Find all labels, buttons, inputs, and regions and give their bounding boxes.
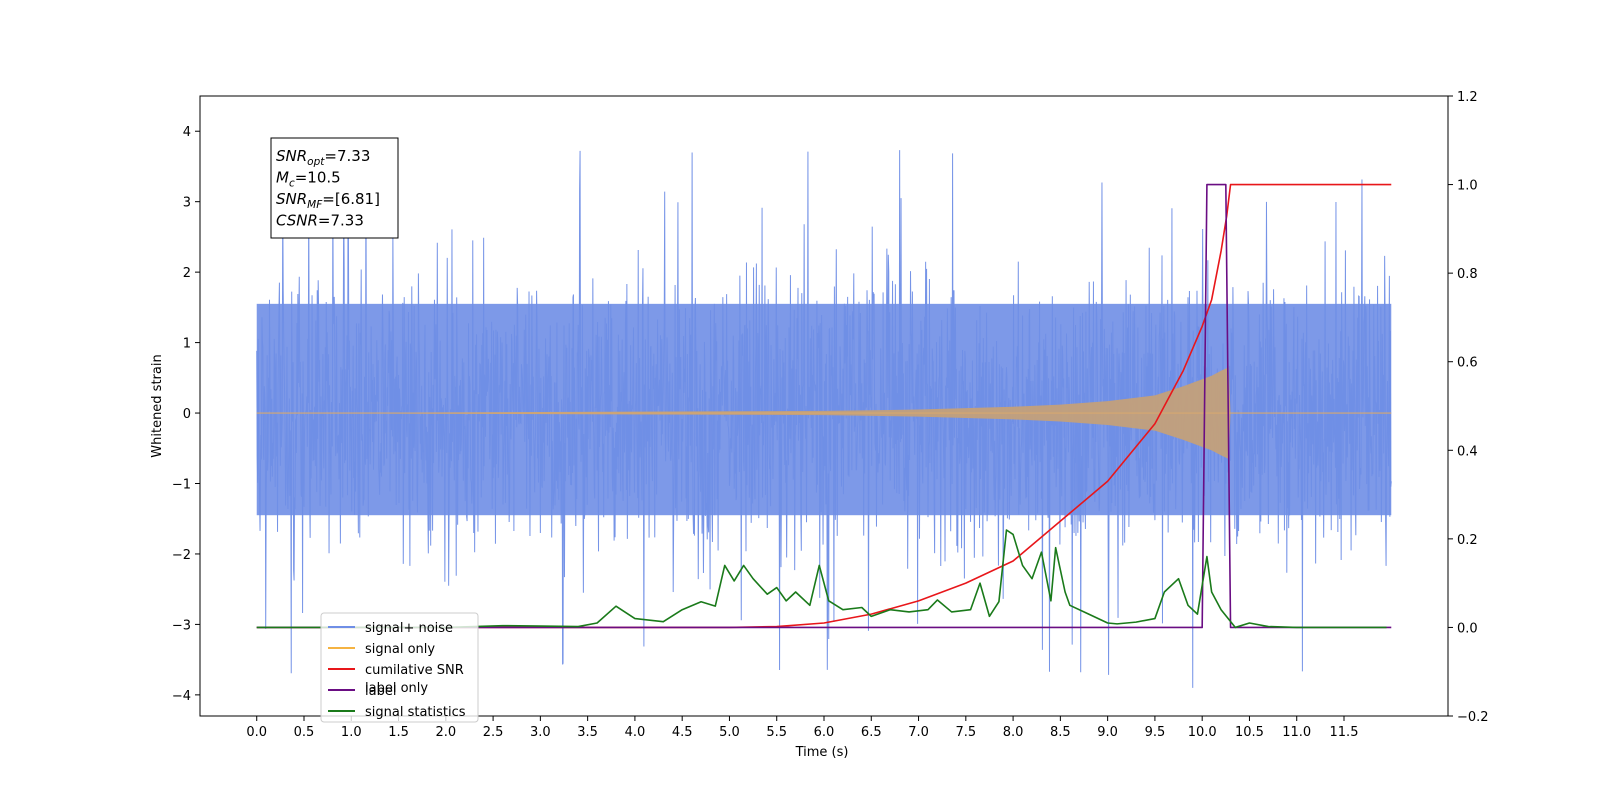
x-tick-label: 6.5 xyxy=(861,725,882,740)
y-left-tick-label: −4 xyxy=(172,689,191,704)
annotation-subscript: opt xyxy=(307,156,325,168)
annotation-frame xyxy=(270,137,399,239)
annotation-line: CSNR=7.33 xyxy=(276,212,364,230)
y-right-tick-label: 0.0 xyxy=(1457,621,1478,636)
legend-frame xyxy=(320,612,479,723)
y-axis-label: Whitened strain xyxy=(150,354,165,457)
x-tick-label: 5.0 xyxy=(719,725,740,740)
x-tick-label: 9.0 xyxy=(1097,725,1118,740)
x-tick-label: 5.5 xyxy=(766,725,787,740)
series-signal-statistics xyxy=(256,529,1387,629)
y-right-tick-label: 0.4 xyxy=(1457,444,1478,459)
y-right-tick-label: 1.0 xyxy=(1457,179,1478,194)
y-right-tick-label: 1.2 xyxy=(1457,90,1478,105)
annotation-line: SNRopt=7.33 xyxy=(276,147,370,168)
x-tick-label: 2.0 xyxy=(435,725,456,740)
y-right-tick-label: 0.2 xyxy=(1457,533,1478,548)
x-tick-label: 8.5 xyxy=(1050,725,1071,740)
y-axis-left: −4 −3 −2 −1 0 1 2 3 4 xyxy=(172,125,200,704)
y-left-tick-label: 3 xyxy=(183,196,191,211)
y-left-tick-label: 4 xyxy=(183,125,191,140)
series-label xyxy=(256,183,1392,629)
x-tick-label: 8.0 xyxy=(1003,725,1024,740)
annotation-base: SNR xyxy=(276,147,307,165)
y-right-tick-label: 0.6 xyxy=(1457,356,1478,371)
x-axis: 0.0 0.5 1.0 1.5 2.0 2.5 3.0 3.5 4.0 4.5 5.0 5.5 6.0 6… xyxy=(246,716,1358,740)
y-left-tick-label: −3 xyxy=(172,618,191,633)
legend: label only signal+ noise signal only cumila… xyxy=(320,612,479,723)
y-left-tick-label: −1 xyxy=(172,478,191,493)
x-tick-label: 10.0 xyxy=(1188,725,1217,740)
x-tick-label: 0.0 xyxy=(246,725,267,740)
x-tick-label: 2.5 xyxy=(483,725,504,740)
legend-entry: label xyxy=(365,684,396,699)
y-right-tick-label: 0.8 xyxy=(1457,267,1478,282)
y-right-tick-label: −0.2 xyxy=(1457,710,1489,725)
x-tick-label: 1.5 xyxy=(388,725,409,740)
y-left-tick-label: −2 xyxy=(172,548,191,563)
x-tick-label: 6.0 xyxy=(814,725,835,740)
x-tick-label: 4.5 xyxy=(672,725,693,740)
x-tick-label: 9.5 xyxy=(1145,725,1166,740)
annotation-value: =10.5 xyxy=(295,169,341,187)
right-axis-series xyxy=(256,183,1392,629)
y-left-tick-label: 0 xyxy=(183,407,191,422)
legend-overlapped-label: label only xyxy=(365,681,428,696)
legend-entry: signal statistics xyxy=(365,705,466,720)
annotation-subscript: c xyxy=(289,178,295,190)
legend-entry: signal only xyxy=(365,642,435,657)
x-axis-label: Time (s) xyxy=(795,745,849,760)
series-cumilative-snr xyxy=(256,183,1392,629)
annotation-value: =7.33 xyxy=(318,212,364,230)
annotation-line: SNRMF=[6.81] xyxy=(276,190,380,211)
annotation-value: =[6.81] xyxy=(322,190,380,208)
x-tick-label: 7.5 xyxy=(955,725,976,740)
legend-entry: cumilative SNR xyxy=(365,663,464,678)
x-tick-label: 1.0 xyxy=(341,725,362,740)
x-tick-label: 3.5 xyxy=(577,725,598,740)
annotation-base: M xyxy=(276,169,289,187)
x-tick-label: 11.5 xyxy=(1330,725,1359,740)
x-tick-label: 0.5 xyxy=(294,725,315,740)
y-left-tick-label: 1 xyxy=(183,337,191,352)
annotation-value: =7.33 xyxy=(324,147,370,165)
x-tick-label: 10.5 xyxy=(1235,725,1264,740)
x-tick-label: 11.0 xyxy=(1282,725,1311,740)
x-tick-label: 7.0 xyxy=(908,725,929,740)
legend-entry: signal+ noise xyxy=(365,621,453,636)
y-axis-right: −0.2 0.0 0.2 0.4 0.6 0.8 1.0 1.2 xyxy=(1448,90,1489,725)
y-left-tick-label: 2 xyxy=(183,266,191,281)
series-signal-only xyxy=(256,367,1392,459)
annotation-subscript: MF xyxy=(307,199,323,211)
annotation-base: SNR xyxy=(276,190,307,208)
x-tick-label: 3.0 xyxy=(530,725,551,740)
x-tick-label: 4.0 xyxy=(625,725,646,740)
annotation-base: CSNR xyxy=(276,212,318,230)
annotation-line: Mc=10.5 xyxy=(276,169,341,190)
